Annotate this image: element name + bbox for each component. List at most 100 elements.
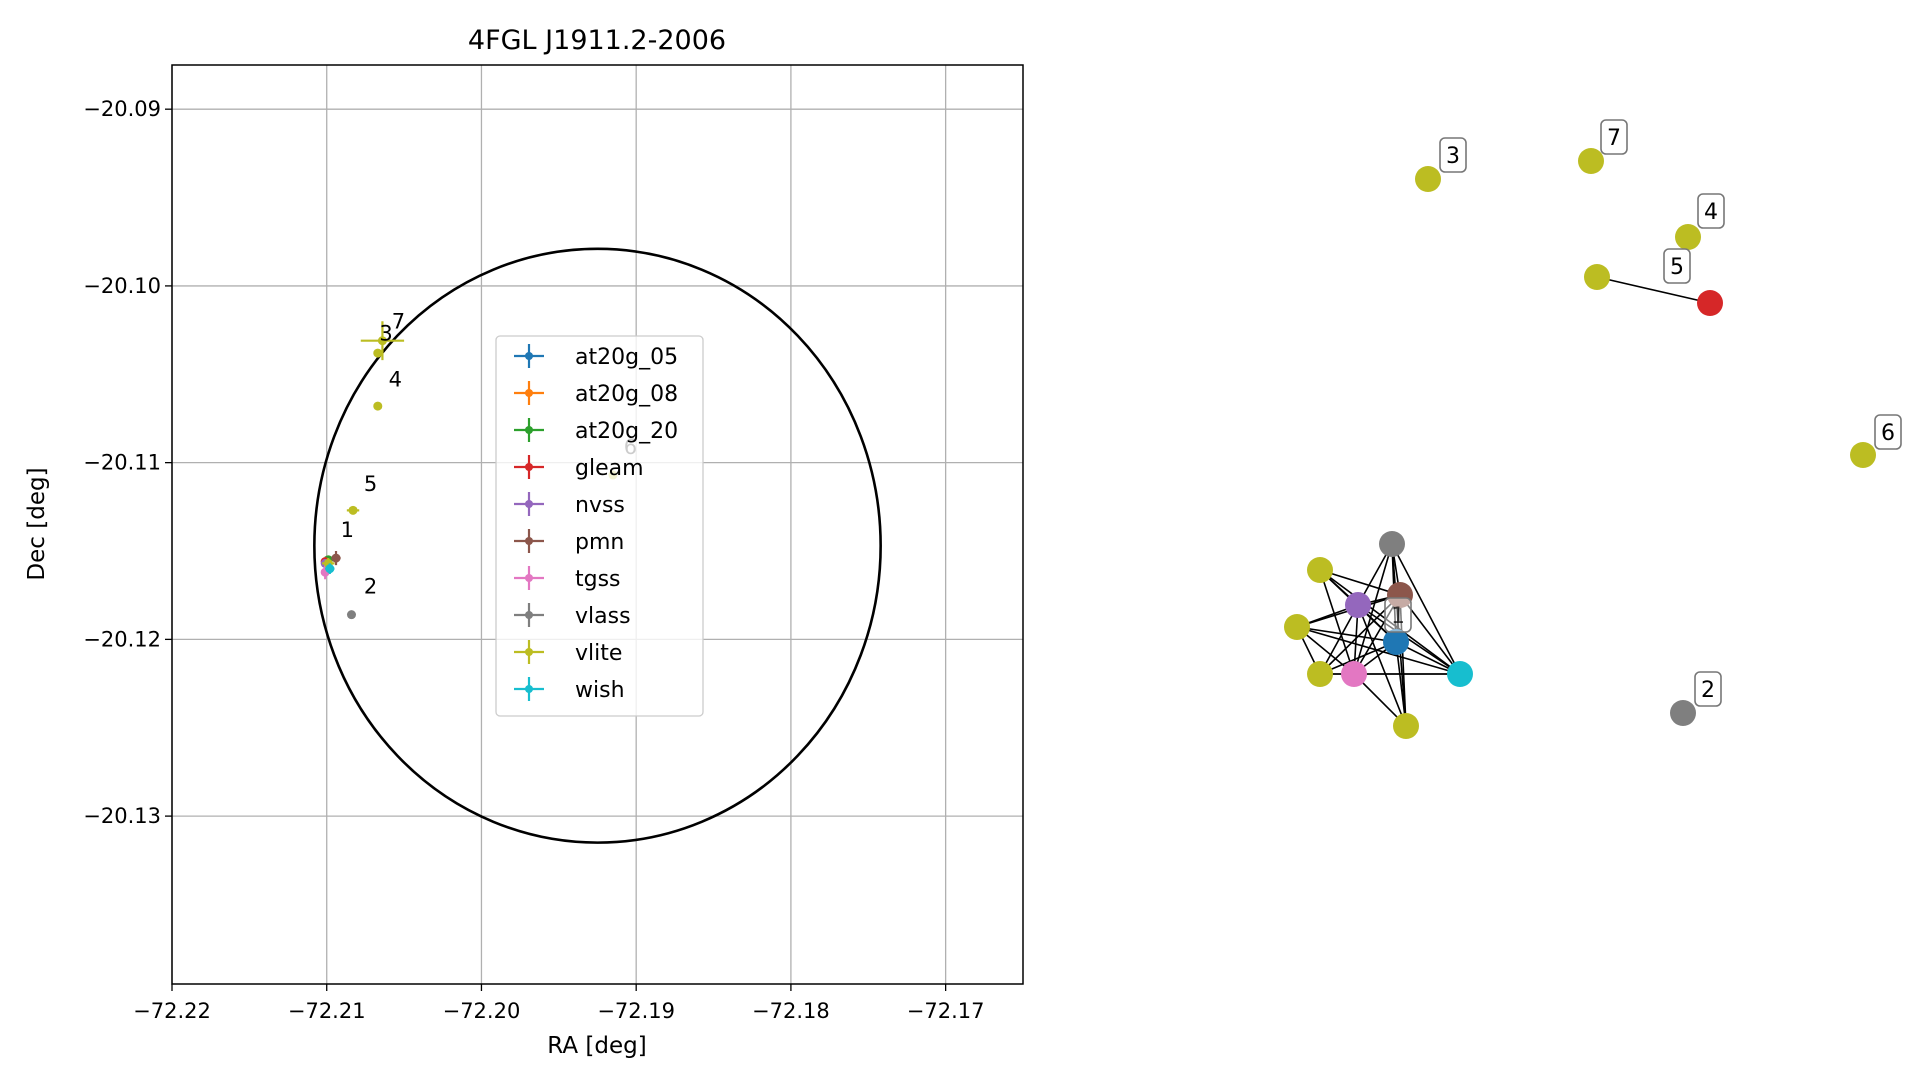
graph-edge bbox=[1296, 626, 1461, 675]
y-tick-label: −20.13 bbox=[83, 804, 161, 828]
graph-node bbox=[1415, 166, 1441, 192]
graph-node bbox=[1341, 661, 1367, 687]
vlite-point bbox=[373, 348, 383, 358]
sky-map-panel: 1234567 −72.22−72.21−72.20−72.19−72.18−7… bbox=[24, 25, 1024, 1059]
y-tick-label: −20.09 bbox=[83, 97, 161, 121]
legend-entry-label: vlass bbox=[575, 604, 631, 629]
x-tick-label: −72.22 bbox=[133, 999, 211, 1023]
graph-node bbox=[1850, 442, 1876, 468]
graph-edge bbox=[1353, 543, 1393, 675]
vlite-point bbox=[348, 505, 358, 515]
graph-edge bbox=[1319, 604, 1359, 675]
graph-node-label: 3 bbox=[1446, 144, 1460, 169]
y-tick-label: −20.10 bbox=[83, 274, 161, 298]
graph-edge bbox=[1296, 626, 1397, 643]
point-annotation: 5 bbox=[364, 472, 377, 496]
graph-node bbox=[1383, 629, 1409, 655]
graph-node bbox=[1284, 614, 1310, 640]
y-tick-label: −20.11 bbox=[83, 451, 161, 475]
source-points bbox=[320, 321, 618, 620]
graph-node-label: 2 bbox=[1701, 678, 1715, 703]
legend-entry-label: tgss bbox=[575, 567, 621, 592]
vlass-point bbox=[346, 610, 356, 620]
legend-entry-label: pmn bbox=[575, 530, 624, 555]
y-axis-label: Dec [deg] bbox=[24, 467, 50, 580]
legend-marker-dot bbox=[525, 463, 533, 471]
graph-node-label-box bbox=[1439, 137, 1467, 173]
graph-node bbox=[1675, 224, 1701, 250]
x-tick-label: −72.17 bbox=[907, 999, 985, 1023]
association-graph-panel: 3 7 4 5 6 2 1 bbox=[1284, 119, 1902, 739]
point-annotation: 1 bbox=[341, 518, 354, 542]
legend-entry-label: at20g_05 bbox=[575, 345, 678, 370]
point-annotation: 4 bbox=[389, 368, 402, 392]
graph-node-label-box bbox=[1663, 248, 1691, 284]
legend-entry-label: at20g_20 bbox=[575, 419, 678, 444]
error-ellipse-layer bbox=[313, 247, 882, 844]
graph-node-label-box bbox=[1874, 414, 1902, 450]
vlite-point bbox=[373, 401, 383, 411]
cluster-label: 1 bbox=[1391, 604, 1405, 629]
plot-frame bbox=[171, 64, 1024, 985]
x-axis-label: RA [deg] bbox=[547, 1033, 646, 1059]
legend-marker-dot bbox=[525, 352, 533, 360]
legend-entry-label: wish bbox=[575, 678, 625, 703]
wish-point bbox=[325, 564, 335, 574]
graph-node bbox=[1345, 592, 1371, 618]
pmn-point bbox=[331, 553, 341, 563]
legend-entry-label: nvss bbox=[575, 493, 625, 518]
graph-node bbox=[1307, 661, 1333, 687]
graph-edge bbox=[1357, 604, 1407, 727]
graph-node bbox=[1697, 290, 1723, 316]
legend-marker-dot bbox=[525, 426, 533, 434]
graph-node bbox=[1578, 148, 1604, 174]
graph-node-label: 7 bbox=[1607, 126, 1621, 151]
legend-marker-dot bbox=[525, 389, 533, 397]
graph-node bbox=[1447, 661, 1473, 687]
legend-marker-dot bbox=[525, 685, 533, 693]
chart-title: 4FGL J1911.2-2006 bbox=[468, 25, 726, 56]
legend-marker-dot bbox=[525, 648, 533, 656]
x-tick-label: −72.20 bbox=[443, 999, 521, 1023]
legend-entry-label: at20g_08 bbox=[575, 382, 678, 407]
graph-node bbox=[1584, 264, 1610, 290]
legend-entry-label: gleam bbox=[575, 456, 644, 481]
graph-node-label-box bbox=[1694, 671, 1722, 707]
graph-node-label-box bbox=[1600, 119, 1628, 155]
legend-entry-label: vlite bbox=[575, 641, 622, 666]
legend-box bbox=[495, 335, 704, 717]
point-annotation: 3 bbox=[379, 322, 392, 346]
x-tick-label: −72.18 bbox=[752, 999, 830, 1023]
legend-marker-dot bbox=[525, 500, 533, 508]
legend-marker-dot bbox=[525, 574, 533, 582]
graph-edge bbox=[1391, 543, 1461, 675]
x-tick-label: −72.21 bbox=[288, 999, 366, 1023]
x-axis-ticks: −72.22 −72.21 −72.20 −72.19 −72.18 −72.17 bbox=[133, 984, 984, 1023]
point-annotation: 2 bbox=[364, 574, 377, 598]
graph-edge bbox=[1319, 569, 1355, 675]
y-tick-label: −20.12 bbox=[83, 627, 161, 651]
error-ellipse bbox=[313, 247, 882, 844]
graph-edge bbox=[1596, 276, 1711, 304]
graph-edge bbox=[1357, 604, 1461, 675]
cluster-label-box bbox=[1384, 597, 1412, 633]
graph-node bbox=[1379, 531, 1405, 557]
vlite-point bbox=[377, 336, 387, 346]
graph-node-label: 6 bbox=[1881, 421, 1895, 446]
x-tick-label: −72.19 bbox=[597, 999, 675, 1023]
legend-marker-dot bbox=[525, 611, 533, 619]
graph-node-labels: 3 7 4 5 6 2 1 bbox=[1384, 119, 1902, 707]
graph-node bbox=[1307, 557, 1333, 583]
graph-edge bbox=[1319, 569, 1401, 596]
graph-node bbox=[1393, 713, 1419, 739]
graph-node-label-box bbox=[1697, 193, 1725, 229]
y-axis-ticks: −20.09 −20.10 −20.11 −20.12 −20.13 bbox=[83, 97, 172, 828]
graph-node-label: 4 bbox=[1704, 200, 1718, 225]
point-annotation: 7 bbox=[392, 309, 405, 333]
graph-node-label: 5 bbox=[1670, 255, 1684, 280]
graph-node bbox=[1670, 700, 1696, 726]
legend-marker-dot bbox=[525, 537, 533, 545]
